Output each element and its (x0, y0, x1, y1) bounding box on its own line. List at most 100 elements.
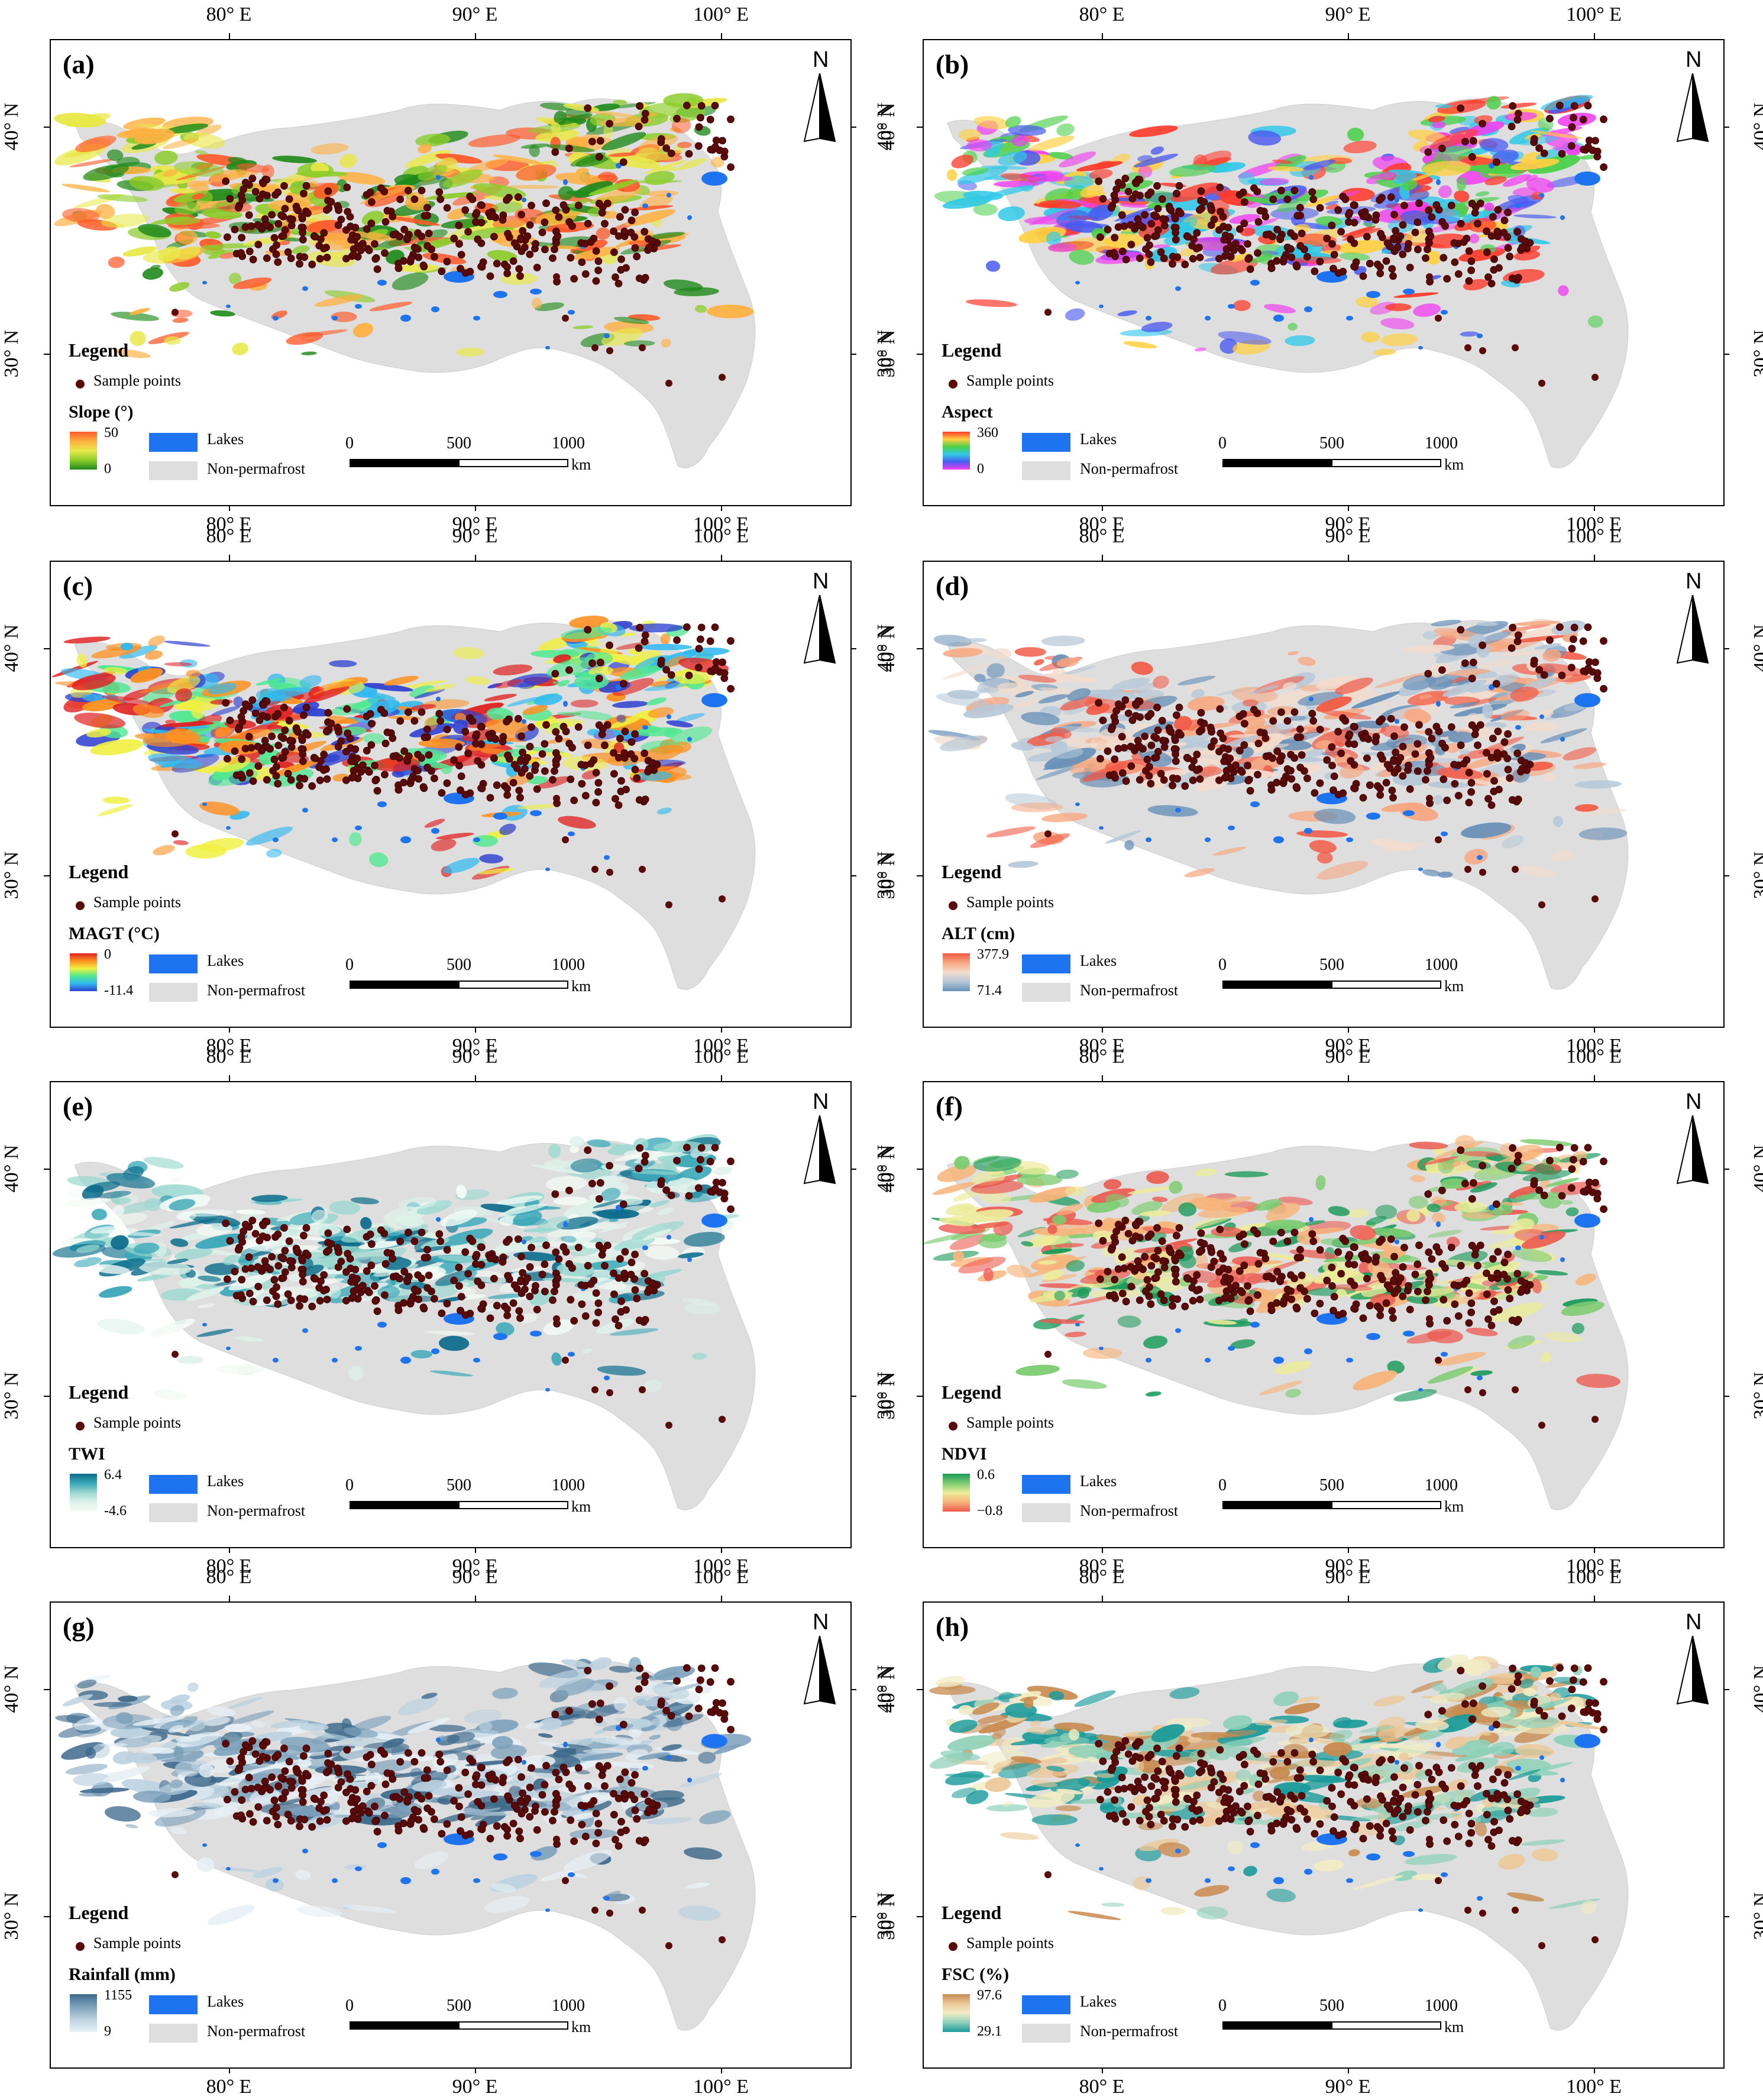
sample-point (457, 264, 464, 273)
sample-point (1175, 703, 1183, 711)
lon-tick-label-bottom: 80° E (1079, 1555, 1125, 1577)
sample-point (697, 623, 706, 632)
sample-point (274, 779, 282, 788)
raster-patch (707, 305, 754, 319)
raster-patch (1553, 816, 1564, 827)
sample-point (1389, 794, 1397, 802)
raster-patch (644, 1245, 680, 1260)
raster-patch (250, 1290, 291, 1306)
sample-point (517, 732, 525, 740)
sample-point (344, 208, 352, 216)
raster-patch (1077, 1288, 1089, 1299)
sample-point (1377, 1271, 1384, 1280)
lake-shape (701, 693, 727, 707)
sample-point (514, 1235, 522, 1243)
raster-patch (72, 674, 116, 691)
sample-point (1465, 769, 1473, 776)
sample-point (423, 242, 432, 250)
raster-patch (998, 151, 1027, 166)
variable-title: MAGT (°C) (69, 924, 160, 943)
lake-shape (1574, 172, 1600, 186)
raster-patch (986, 826, 1036, 837)
lake-shape (273, 316, 279, 321)
raster-patch (142, 267, 163, 280)
raster-patch (552, 681, 566, 686)
sample-point (1226, 1274, 1234, 1283)
raster-patch (134, 128, 174, 145)
sample-point (1468, 674, 1476, 682)
sample-point (1464, 344, 1471, 351)
raster-patch (1054, 1243, 1084, 1248)
sample-point (541, 767, 549, 775)
raster-patch (1408, 130, 1448, 143)
sample-point (237, 191, 245, 199)
non-permafrost-region (74, 620, 756, 990)
sample-point (286, 736, 295, 745)
north-label: N (1686, 47, 1702, 72)
sample-point (1460, 1280, 1468, 1288)
sample-point (614, 1322, 623, 1329)
sample-point (1334, 727, 1343, 736)
lake-shape (332, 837, 338, 842)
raster-patch (1412, 1288, 1455, 1297)
sample-point (685, 150, 693, 158)
raster-patch (558, 186, 574, 200)
sample-point (1359, 1314, 1367, 1322)
raster-patch (620, 665, 661, 680)
raster-patch (588, 180, 638, 196)
sample-point (308, 782, 316, 790)
sample-point (610, 770, 618, 778)
sample-point (695, 645, 703, 653)
sample-point (1334, 1311, 1343, 1319)
sample-point (1181, 1302, 1189, 1311)
raster-patch (111, 312, 160, 321)
panel-label: (a) (63, 49, 95, 79)
sample-point (1457, 1261, 1465, 1270)
non-permafrost-label: Non-permafrost (207, 1502, 306, 1519)
raster-patch (1136, 690, 1164, 699)
lon-tick-label-top: 90° E (452, 525, 498, 547)
sample-point (577, 239, 585, 247)
sample-point (1493, 749, 1502, 757)
raster-patch (1534, 1164, 1555, 1173)
raster-patch (443, 858, 480, 873)
raster-patch (683, 648, 730, 656)
lat-tick-label-left: 30° N (874, 851, 895, 899)
raster-patch (178, 1277, 203, 1287)
sample-point (504, 1271, 512, 1280)
sample-point (366, 1230, 374, 1238)
sample-point (1500, 216, 1509, 225)
sample-point (1540, 671, 1548, 679)
sample-point (468, 717, 477, 725)
sample-point (366, 710, 374, 718)
sample-point (633, 1295, 641, 1303)
sample-point (577, 761, 585, 769)
sample-point (1328, 743, 1336, 751)
raster-patch (1422, 160, 1471, 176)
sample-point (1513, 749, 1522, 758)
sample-point (274, 219, 283, 228)
sample-point (350, 772, 358, 780)
raster-patch (1233, 300, 1251, 311)
sample-point (365, 768, 373, 776)
sample-point (443, 779, 451, 787)
sample-point (1217, 1250, 1225, 1258)
raster-patch (1117, 310, 1137, 316)
sample-point (274, 741, 283, 749)
sample-point (248, 1216, 257, 1225)
sample-point (1438, 144, 1446, 153)
raster-patch (1105, 1193, 1130, 1208)
sample-point (1558, 671, 1566, 679)
sample-point (517, 1277, 525, 1286)
sample-point (514, 193, 522, 201)
raster-patch (1341, 226, 1376, 238)
raster-patch (1027, 1266, 1060, 1277)
raster-patch (1059, 151, 1096, 168)
raster-patch (1288, 322, 1298, 331)
sample-point (381, 771, 389, 779)
lake-shape (1539, 193, 1544, 198)
sample-point (1189, 776, 1197, 784)
sample-point (640, 228, 649, 236)
raster-patch (1164, 1238, 1198, 1247)
sample-point (554, 232, 562, 240)
